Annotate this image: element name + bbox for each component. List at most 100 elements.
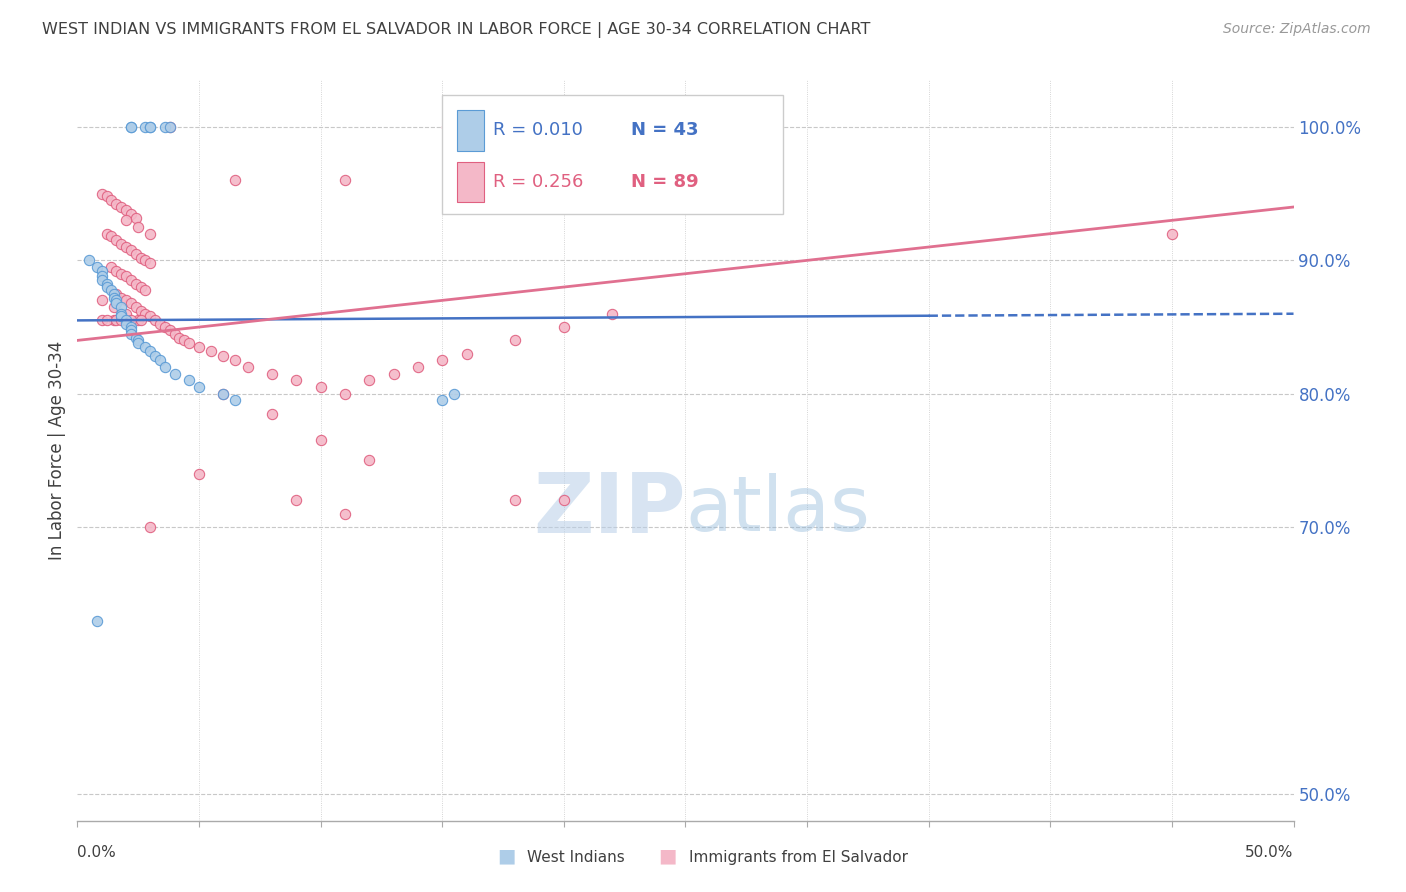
- Point: [105, 296, 128, 310]
- Point: [86, 260, 108, 274]
- Point: [1161, 227, 1184, 241]
- Point: [163, 326, 186, 341]
- Point: [110, 310, 132, 324]
- Point: [129, 304, 152, 318]
- Point: [212, 350, 235, 364]
- Point: [359, 453, 381, 467]
- Point: [143, 350, 166, 364]
- Point: [430, 353, 453, 368]
- Point: [120, 326, 142, 341]
- Point: [553, 320, 575, 334]
- Point: [105, 233, 128, 247]
- Text: ■: ■: [496, 847, 516, 865]
- Point: [125, 246, 148, 260]
- Point: [105, 197, 128, 211]
- Point: [125, 211, 148, 225]
- Text: R = 0.256: R = 0.256: [494, 173, 583, 191]
- Point: [127, 313, 149, 327]
- Point: [129, 251, 152, 265]
- Point: [100, 194, 122, 208]
- Point: [503, 493, 526, 508]
- Point: [139, 227, 162, 241]
- Point: [115, 318, 138, 332]
- Point: [153, 360, 176, 375]
- Point: [125, 331, 148, 345]
- Point: [134, 253, 156, 268]
- Point: [309, 380, 332, 394]
- Point: [188, 467, 211, 481]
- Point: [224, 173, 246, 187]
- Point: [169, 331, 191, 345]
- Point: [115, 202, 138, 217]
- Point: [105, 293, 128, 308]
- Point: [120, 243, 142, 257]
- Point: [96, 189, 118, 203]
- Point: [143, 313, 166, 327]
- Point: [110, 267, 132, 281]
- Text: Source: ZipAtlas.com: Source: ZipAtlas.com: [1223, 22, 1371, 37]
- Point: [100, 229, 122, 244]
- Point: [153, 320, 176, 334]
- Text: West Indians: West Indians: [527, 850, 626, 865]
- Point: [103, 313, 125, 327]
- Point: [110, 313, 132, 327]
- Text: 0.0%: 0.0%: [77, 845, 117, 860]
- Point: [224, 353, 246, 368]
- Point: [100, 260, 122, 274]
- Point: [212, 386, 235, 401]
- Point: [90, 264, 112, 278]
- Point: [436, 120, 458, 134]
- Point: [96, 280, 118, 294]
- Text: N = 43: N = 43: [631, 121, 699, 139]
- Point: [224, 393, 246, 408]
- Point: [90, 273, 112, 287]
- Point: [110, 307, 132, 321]
- Point: [115, 293, 138, 308]
- Point: [553, 493, 575, 508]
- Point: [159, 120, 181, 134]
- Point: [153, 120, 176, 134]
- Point: [120, 120, 142, 134]
- Point: [103, 291, 125, 305]
- Point: [125, 300, 148, 314]
- Point: [127, 334, 149, 348]
- Point: [110, 300, 132, 314]
- Point: [120, 207, 142, 221]
- Point: [120, 296, 142, 310]
- Point: [359, 373, 381, 387]
- Point: [200, 344, 222, 359]
- Point: [188, 340, 211, 354]
- Point: [115, 269, 138, 284]
- Point: [129, 313, 152, 327]
- Point: [139, 520, 162, 534]
- Point: [120, 273, 142, 287]
- Point: [96, 277, 118, 292]
- Point: [129, 280, 152, 294]
- Point: [115, 313, 138, 327]
- Point: [79, 253, 101, 268]
- Point: [105, 313, 128, 327]
- Text: WEST INDIAN VS IMMIGRANTS FROM EL SALVADOR IN LABOR FORCE | AGE 30-34 CORRELATIO: WEST INDIAN VS IMMIGRANTS FROM EL SALVAD…: [42, 22, 870, 38]
- Point: [90, 186, 112, 201]
- Point: [96, 313, 118, 327]
- Point: [139, 310, 162, 324]
- Point: [260, 407, 283, 421]
- Point: [96, 227, 118, 241]
- Point: [90, 313, 112, 327]
- Point: [120, 323, 142, 337]
- Point: [110, 291, 132, 305]
- Point: [285, 373, 308, 387]
- Point: [127, 220, 149, 235]
- Point: [90, 293, 112, 308]
- Point: [179, 336, 201, 351]
- Point: [406, 360, 429, 375]
- Bar: [457, 110, 484, 151]
- Point: [105, 264, 128, 278]
- Point: [430, 393, 453, 408]
- Point: [90, 269, 112, 284]
- Point: [134, 307, 156, 321]
- Point: [149, 353, 172, 368]
- Point: [285, 493, 308, 508]
- Text: Immigrants from El Salvador: Immigrants from El Salvador: [689, 850, 908, 865]
- Point: [139, 120, 162, 134]
